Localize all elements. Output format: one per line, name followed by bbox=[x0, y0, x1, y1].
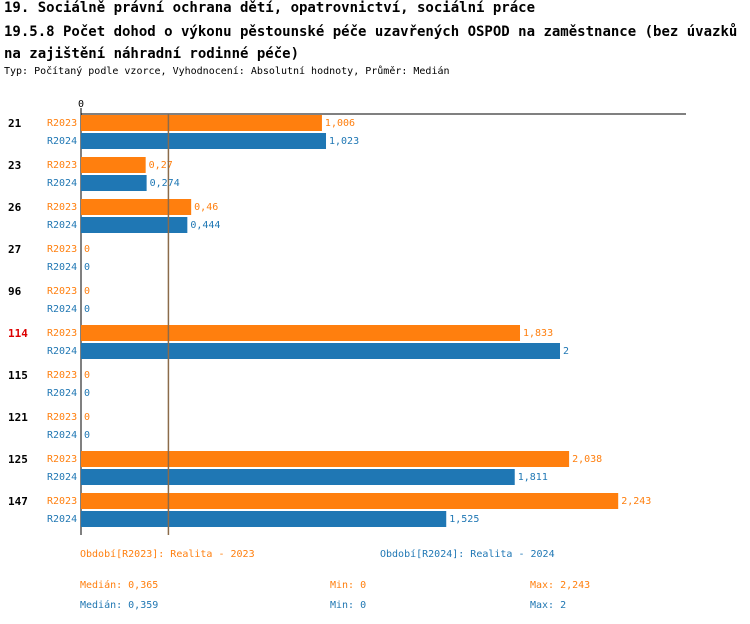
series-label: R2023 bbox=[47, 286, 77, 297]
bar bbox=[81, 469, 515, 485]
bar bbox=[81, 175, 147, 191]
bar bbox=[81, 157, 146, 173]
category-label: 125 bbox=[8, 453, 28, 466]
data-label: 2,243 bbox=[621, 496, 651, 507]
bar bbox=[81, 343, 560, 359]
legend-r2024: Období[R2024]: Realita - 2024 bbox=[380, 549, 555, 560]
data-label: 2 bbox=[563, 346, 569, 357]
data-label: 1,006 bbox=[325, 118, 355, 129]
series-label: R2024 bbox=[47, 514, 77, 525]
stat-max-r2023: Max: 2,243 bbox=[530, 580, 591, 591]
series-label: R2024 bbox=[47, 430, 77, 441]
data-label: 0 bbox=[84, 286, 90, 297]
category-label: 121 bbox=[8, 411, 28, 424]
data-label: 0,274 bbox=[150, 178, 180, 189]
series-label: R2024 bbox=[47, 136, 77, 147]
data-label: 0 bbox=[84, 370, 90, 381]
series-label: R2023 bbox=[47, 496, 77, 507]
stat-max-r2024: Max: 2 bbox=[530, 600, 567, 611]
series-label: R2023 bbox=[47, 370, 77, 381]
bar bbox=[81, 451, 570, 467]
data-label: 1,023 bbox=[329, 136, 359, 147]
data-label: 0 bbox=[84, 412, 90, 423]
category-label: 96 bbox=[8, 285, 22, 298]
legend-r2023: Období[R2023]: Realita - 2023 bbox=[80, 549, 255, 560]
stat-min-r2023: Min: 0 bbox=[330, 580, 367, 591]
data-label: 1,811 bbox=[518, 472, 548, 483]
series-label: R2024 bbox=[47, 472, 77, 483]
data-label: 0,27 bbox=[149, 160, 173, 171]
category-label: 114 bbox=[8, 327, 28, 340]
axis-zero-label: 0 bbox=[78, 99, 84, 110]
series-label: R2024 bbox=[47, 304, 77, 315]
data-label: 0 bbox=[84, 304, 90, 315]
data-label: 0 bbox=[84, 430, 90, 441]
stat-median-r2024: Medián: 0,359 bbox=[80, 600, 159, 611]
series-label: R2023 bbox=[47, 454, 77, 465]
series-label: R2023 bbox=[47, 118, 77, 129]
category-label: 21 bbox=[8, 117, 22, 130]
category-label: 27 bbox=[8, 243, 21, 256]
data-label: 0 bbox=[84, 388, 90, 399]
series-label: R2024 bbox=[47, 262, 77, 273]
series-label: R2023 bbox=[47, 202, 77, 213]
series-label: R2023 bbox=[47, 160, 77, 171]
category-label: 26 bbox=[8, 201, 22, 214]
bar bbox=[81, 511, 447, 527]
data-label: 2,038 bbox=[572, 454, 602, 465]
series-label: R2023 bbox=[47, 412, 77, 423]
category-label: 147 bbox=[8, 495, 28, 508]
chart-subtitle: Typ: Počítaný podle vzorce, Vyhodnocení:… bbox=[4, 66, 450, 77]
series-label: R2024 bbox=[47, 178, 77, 189]
data-label: 0,46 bbox=[194, 202, 218, 213]
data-label: 1,525 bbox=[449, 514, 479, 525]
series-label: R2024 bbox=[47, 388, 77, 399]
bar bbox=[81, 493, 619, 509]
data-label: 0 bbox=[84, 262, 90, 273]
bar-chart: 0 21 R2023 1,006 R2024 1,023 23 R2023 0,27 R2024 0… bbox=[8, 99, 686, 535]
bar bbox=[81, 199, 192, 215]
bar bbox=[81, 115, 322, 131]
series-label: R2023 bbox=[47, 328, 77, 339]
chart-title-section: 19. Sociálně právní ochrana dětí, opatro… bbox=[4, 0, 536, 16]
data-label: 1,833 bbox=[523, 328, 553, 339]
stat-min-r2024: Min: 0 bbox=[330, 600, 367, 611]
category-label: 23 bbox=[8, 159, 21, 172]
bar bbox=[81, 325, 521, 341]
stat-median-r2023: Medián: 0,365 bbox=[80, 580, 159, 591]
bar bbox=[81, 133, 327, 149]
series-label: R2024 bbox=[47, 346, 77, 357]
series-label: R2024 bbox=[47, 220, 77, 231]
chart-title: 19.5.8 Počet dohod o výkonu pěstounské p… bbox=[4, 24, 738, 62]
data-label: 0 bbox=[84, 244, 90, 255]
bar bbox=[81, 217, 188, 233]
category-label: 115 bbox=[8, 369, 28, 382]
series-label: R2023 bbox=[47, 244, 77, 255]
data-label: 0,444 bbox=[190, 220, 220, 231]
